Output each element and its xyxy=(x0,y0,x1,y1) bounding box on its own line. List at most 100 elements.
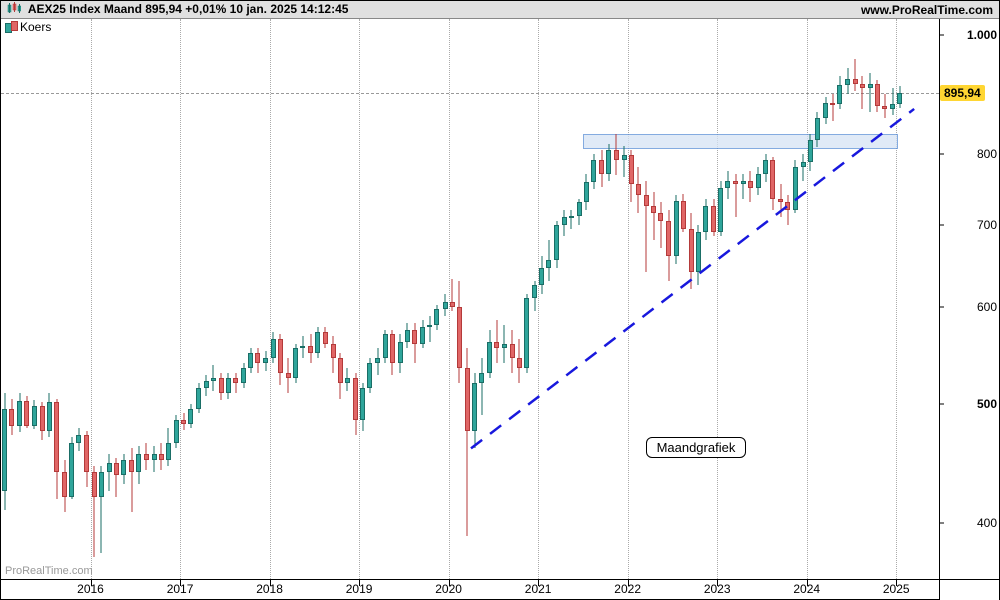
candle[interactable] xyxy=(181,19,186,579)
candle[interactable] xyxy=(353,19,358,579)
candle[interactable] xyxy=(465,19,470,579)
candle[interactable] xyxy=(801,19,806,579)
candle[interactable] xyxy=(300,19,305,579)
candle[interactable] xyxy=(196,19,201,579)
candle[interactable] xyxy=(24,19,29,579)
candle[interactable] xyxy=(748,19,753,579)
candle[interactable] xyxy=(569,19,574,579)
candle[interactable] xyxy=(390,19,395,579)
candle[interactable] xyxy=(219,19,224,579)
candle[interactable] xyxy=(136,19,141,579)
candle[interactable] xyxy=(756,19,761,579)
candle[interactable] xyxy=(532,19,537,579)
candle[interactable] xyxy=(651,19,656,579)
candle[interactable] xyxy=(733,19,738,579)
candle[interactable] xyxy=(443,19,448,579)
candle[interactable] xyxy=(539,19,544,579)
candle[interactable] xyxy=(785,19,790,579)
candle[interactable] xyxy=(502,19,507,579)
candle[interactable] xyxy=(606,19,611,579)
candle[interactable] xyxy=(860,19,865,579)
candle[interactable] xyxy=(472,19,477,579)
candle[interactable] xyxy=(114,19,119,579)
candle[interactable] xyxy=(144,19,149,579)
candle[interactable] xyxy=(32,19,37,579)
candle[interactable] xyxy=(367,19,372,579)
candle[interactable] xyxy=(696,19,701,579)
candle[interactable] xyxy=(331,19,336,579)
candle[interactable] xyxy=(166,19,171,579)
candle[interactable] xyxy=(554,19,559,579)
candle[interactable] xyxy=(398,19,403,579)
candle[interactable] xyxy=(241,19,246,579)
candle[interactable] xyxy=(420,19,425,579)
candle[interactable] xyxy=(360,19,365,579)
candle[interactable] xyxy=(427,19,432,579)
candle[interactable] xyxy=(226,19,231,579)
candle[interactable] xyxy=(121,19,126,579)
candle[interactable] xyxy=(383,19,388,579)
candle[interactable] xyxy=(584,19,589,579)
candle[interactable] xyxy=(741,19,746,579)
candle[interactable] xyxy=(770,19,775,579)
candle[interactable] xyxy=(763,19,768,579)
candle[interactable] xyxy=(837,19,842,579)
candle[interactable] xyxy=(815,19,820,579)
candle[interactable] xyxy=(159,19,164,579)
candle[interactable] xyxy=(524,19,529,579)
candle[interactable] xyxy=(868,19,873,579)
candle[interactable] xyxy=(84,19,89,579)
candle[interactable] xyxy=(487,19,492,579)
candle[interactable] xyxy=(830,19,835,579)
candle[interactable] xyxy=(434,19,439,579)
candle[interactable] xyxy=(845,19,850,579)
candle[interactable] xyxy=(40,19,45,579)
candle[interactable] xyxy=(188,19,193,579)
candle[interactable] xyxy=(644,19,649,579)
candle[interactable] xyxy=(546,19,551,579)
candle[interactable] xyxy=(457,19,462,579)
candle[interactable] xyxy=(562,19,567,579)
candle[interactable] xyxy=(338,19,343,579)
candle[interactable] xyxy=(323,19,328,579)
candle[interactable] xyxy=(107,19,112,579)
candle[interactable] xyxy=(666,19,671,579)
candle[interactable] xyxy=(248,19,253,579)
candle[interactable] xyxy=(17,19,22,579)
candle[interactable] xyxy=(711,19,716,579)
chart-plot-area[interactable]: MaandgrafiekProRealTime.com xyxy=(1,19,939,579)
candle[interactable] xyxy=(808,19,813,579)
candle[interactable] xyxy=(718,19,723,579)
candle[interactable] xyxy=(853,19,858,579)
candle[interactable] xyxy=(345,19,350,579)
candle[interactable] xyxy=(255,19,260,579)
candle[interactable] xyxy=(793,19,798,579)
candle[interactable] xyxy=(725,19,730,579)
candle[interactable] xyxy=(591,19,596,579)
candle[interactable] xyxy=(890,19,895,579)
candle[interactable] xyxy=(823,19,828,579)
candle[interactable] xyxy=(293,19,298,579)
candle[interactable] xyxy=(76,19,81,579)
candle[interactable] xyxy=(599,19,604,579)
candle[interactable] xyxy=(129,19,134,579)
candle[interactable] xyxy=(99,19,104,579)
candle[interactable] xyxy=(689,19,694,579)
candle[interactable] xyxy=(703,19,708,579)
candle[interactable] xyxy=(308,19,313,579)
candle[interactable] xyxy=(614,19,619,579)
candle[interactable] xyxy=(92,19,97,579)
candle[interactable] xyxy=(174,19,179,579)
candle[interactable] xyxy=(69,19,74,579)
candle[interactable] xyxy=(315,19,320,579)
candle[interactable] xyxy=(263,19,268,579)
candle[interactable] xyxy=(636,19,641,579)
candle[interactable] xyxy=(62,19,67,579)
candle[interactable] xyxy=(278,19,283,579)
candle[interactable] xyxy=(9,19,14,579)
candle[interactable] xyxy=(517,19,522,579)
candle[interactable] xyxy=(882,19,887,579)
candle[interactable] xyxy=(211,19,216,579)
candle[interactable] xyxy=(658,19,663,579)
candle[interactable] xyxy=(510,19,515,579)
